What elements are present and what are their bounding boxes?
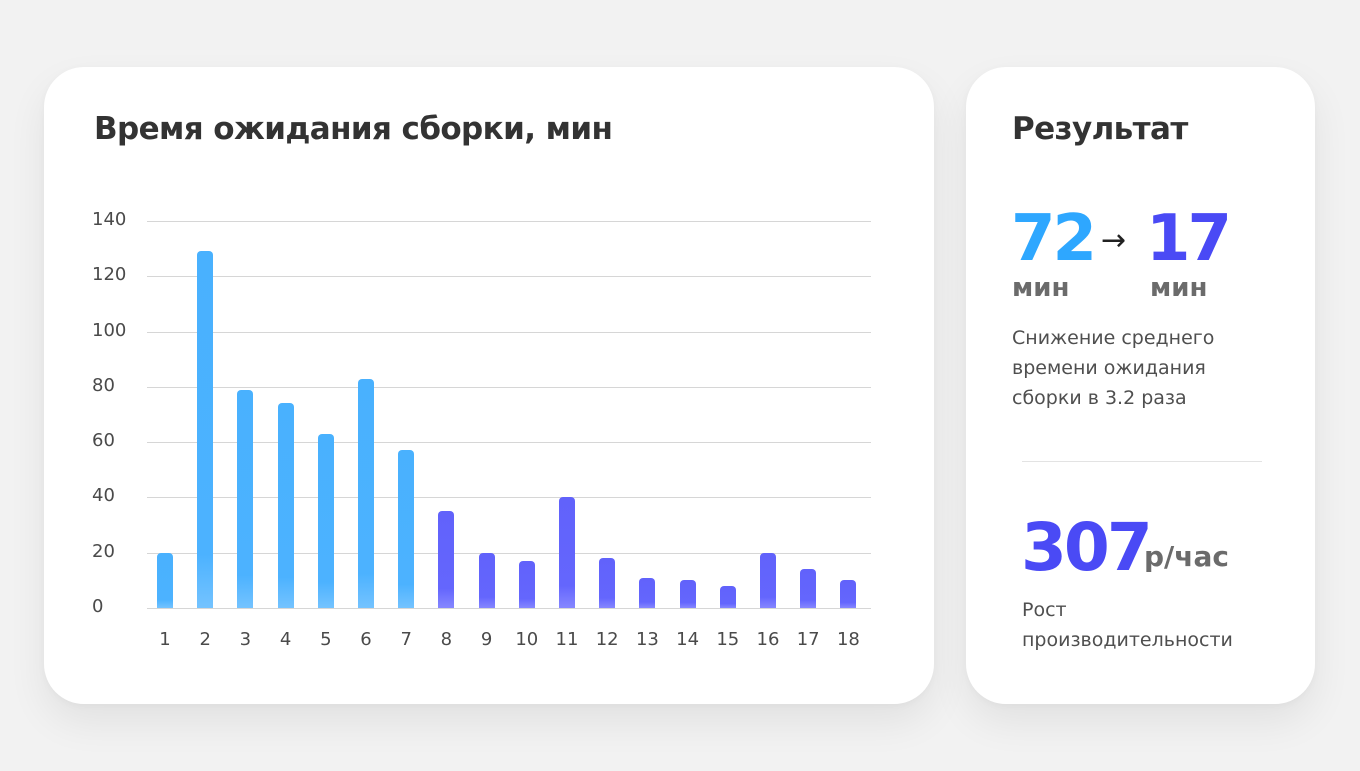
bar [398, 450, 415, 608]
x-axis-tick-label: 7 [400, 629, 412, 650]
productivity-unit: р/час [1144, 540, 1229, 573]
chart-title: Время ожидания сборки, мин [94, 111, 613, 147]
gridline [147, 221, 871, 222]
x-axis-tick-label: 16 [756, 629, 780, 650]
x-axis-tick-label: 12 [595, 629, 619, 650]
y-axis-tick-label: 40 [92, 485, 115, 507]
y-axis-tick-label: 80 [92, 374, 115, 396]
reduction-line: сборки в 3.2 раза [1012, 387, 1187, 409]
x-axis-tick-label: 11 [555, 629, 579, 650]
bar [599, 558, 616, 608]
gridline [147, 442, 871, 444]
bar [639, 577, 656, 608]
before-unit: мин [1012, 273, 1070, 303]
bar [478, 552, 495, 608]
x-axis-tick-label: 14 [676, 629, 700, 650]
x-axis-tick-label: 18 [836, 629, 860, 650]
x-axis-tick-label: 2 [199, 629, 211, 650]
y-axis-tick-label: 100 [92, 319, 127, 341]
x-axis-tick-label: 15 [716, 629, 740, 650]
bar [358, 378, 374, 608]
reduction-description: Снижение среднего времени ожидания сборк… [1012, 323, 1214, 413]
reduction-line: Снижение среднего [1012, 327, 1215, 349]
bar [719, 585, 736, 608]
bar [840, 580, 857, 608]
after-unit: мин [1150, 273, 1208, 303]
x-axis-tick-label: 17 [796, 629, 820, 650]
x-axis-tick-label: 9 [480, 629, 493, 650]
bar [518, 561, 535, 608]
x-axis-tick-label: 4 [279, 629, 292, 650]
x-axis-tick-label: 10 [515, 629, 539, 650]
bar [800, 569, 817, 608]
divider [1022, 461, 1262, 462]
gridline [147, 608, 871, 609]
x-axis-tick-label: 5 [320, 629, 332, 650]
gridline [147, 497, 871, 499]
productivity-line: производительности [1022, 629, 1233, 651]
y-axis-tick-label: 0 [92, 596, 104, 617]
y-axis-tick-label: 120 [92, 264, 127, 286]
result-title: Результат [1012, 111, 1188, 147]
gridline [147, 386, 871, 388]
x-axis-tick-label: 13 [635, 629, 659, 650]
arrow-right-icon: → [1101, 223, 1127, 258]
bar [277, 403, 294, 608]
reduction-line: времени ожидания [1012, 357, 1206, 379]
productivity-line: Рост [1022, 599, 1067, 621]
x-axis-tick-label: 3 [239, 629, 252, 650]
y-axis-tick-label: 60 [92, 430, 115, 452]
y-axis-tick-label: 140 [92, 209, 127, 230]
bar [760, 552, 776, 608]
gridline [147, 552, 871, 554]
result-card: Результат 72 → 17 мин мин Снижение средн… [966, 67, 1315, 704]
before-value: 72 [1011, 202, 1097, 276]
bar [197, 251, 214, 608]
bar [157, 552, 173, 608]
x-axis-tick-label: 1 [159, 629, 171, 650]
bar [237, 389, 254, 608]
x-axis-tick-label: 6 [360, 629, 372, 650]
chart-card: Время ожидания сборки, мин 0 20 40 60 80 100 1… [44, 67, 934, 704]
after-value: 17 [1146, 202, 1232, 276]
gridline [147, 331, 871, 333]
bar [317, 433, 334, 608]
bar-chart: 0 20 40 60 80 100 120 140 1 2 3 4 5 6 7 8 9 10 11 12 13 14 15 1… [44, 67, 934, 704]
productivity-value: 307 [1021, 509, 1153, 586]
bar [559, 497, 575, 608]
y-axis-tick-label: 20 [92, 540, 115, 562]
x-axis-tick-label: 8 [440, 629, 453, 650]
gridline [147, 276, 871, 278]
productivity-description: Рост производительности [1022, 595, 1233, 655]
bar [679, 580, 696, 608]
bar [438, 511, 455, 608]
